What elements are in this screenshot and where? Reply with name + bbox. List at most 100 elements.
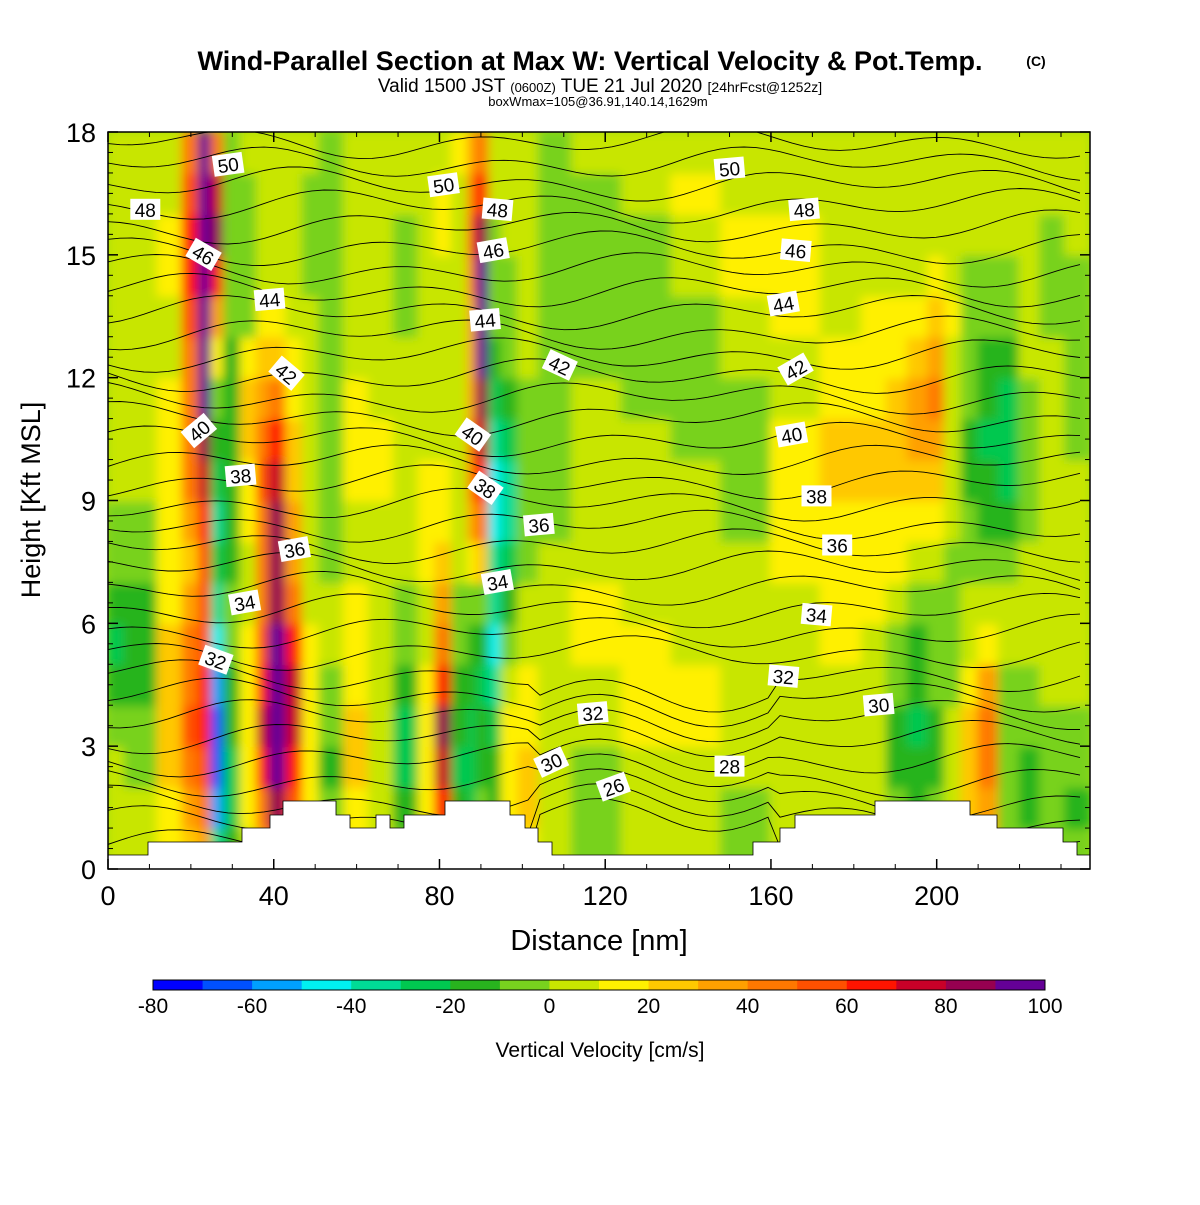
heat-cell — [343, 663, 371, 707]
heat-cell — [906, 704, 930, 748]
theta-contour — [108, 592, 1081, 629]
heat-cell — [256, 540, 271, 584]
heat-cell — [500, 663, 520, 707]
contour-label-text: 48 — [793, 200, 816, 223]
heat-cell — [537, 294, 574, 338]
heat-cell — [927, 132, 946, 174]
heat-cell — [301, 212, 321, 256]
theta-contour — [108, 209, 1081, 245]
colorbar-tick-label: -20 — [435, 995, 465, 1018]
heat-cell — [885, 212, 909, 256]
heat-cell — [285, 581, 304, 625]
colorbar-swatch — [995, 980, 1046, 990]
heat-cell — [318, 499, 346, 543]
colorbar-swatch — [450, 980, 501, 990]
heat-cell — [906, 581, 930, 625]
heat-cell — [318, 704, 346, 748]
heat-cell — [517, 335, 540, 379]
heat-cell — [885, 540, 909, 584]
heat-cell — [475, 335, 491, 379]
heat-cell — [318, 622, 346, 666]
colorbar-swatch — [499, 980, 550, 990]
heat-cell — [475, 745, 491, 789]
heat-cell — [475, 132, 491, 174]
theta-contour — [108, 487, 1081, 522]
heat-cell — [256, 376, 271, 420]
heat-cell — [1039, 376, 1067, 420]
heat-cell — [467, 581, 478, 625]
heat-cell — [343, 499, 371, 543]
heat-cell — [927, 499, 946, 543]
heat-cell — [417, 704, 437, 748]
heat-cell — [239, 704, 259, 748]
heat-cell — [571, 132, 623, 174]
heat-cell — [392, 253, 420, 297]
heat-cell — [181, 540, 201, 584]
contour-label: 42 — [541, 349, 578, 381]
heat-cell — [123, 786, 159, 830]
contour-label: 36 — [277, 536, 312, 563]
heat-cell — [285, 294, 304, 338]
contour-label-text: 32 — [772, 667, 795, 690]
chart-subtitle-2: boxWmax=105@36.91,140.14,1629m — [488, 94, 708, 109]
heat-cell — [885, 499, 909, 543]
heat-cell — [906, 663, 930, 707]
heat-cell — [997, 417, 1021, 461]
contour-label-text: 50 — [432, 175, 456, 199]
heat-cell — [223, 417, 242, 461]
heat-cell — [500, 458, 520, 502]
heat-cell — [301, 499, 321, 543]
chart-title: Wind-Parallel Section at Max W: Vertical… — [198, 46, 983, 76]
heat-cell — [997, 253, 1021, 297]
heat-cell — [318, 745, 346, 789]
heat-cell — [450, 132, 470, 174]
contour-label-text: 46 — [784, 241, 807, 264]
heat-cell — [467, 253, 478, 297]
heat-cell — [285, 253, 304, 297]
heat-cell — [861, 622, 888, 666]
heat-cell — [1039, 581, 1067, 625]
heat-cell — [620, 253, 673, 297]
heat-cell — [517, 704, 540, 748]
heat-cell — [720, 540, 772, 584]
heat-cell — [417, 581, 437, 625]
heat-cell — [943, 132, 963, 174]
colorbar-tick-label: -80 — [138, 995, 168, 1018]
contour-label: 44 — [766, 290, 800, 318]
colorbar-swatch — [846, 980, 897, 990]
heat-cell — [906, 622, 930, 666]
heat-cell — [108, 171, 126, 215]
heat-cell — [343, 253, 371, 297]
theta-contour — [108, 252, 1081, 288]
heat-cell — [417, 745, 437, 789]
heat-cell — [943, 171, 963, 215]
x-tick-label: 80 — [424, 881, 454, 911]
heat-cell — [500, 253, 520, 297]
heat-cell — [343, 581, 371, 625]
heat-cell — [123, 376, 159, 420]
heat-cell — [885, 745, 909, 789]
heat-cell — [977, 540, 1000, 584]
theta-contour — [108, 659, 1081, 713]
heat-cell — [620, 622, 673, 666]
contour-label-text: 34 — [233, 592, 258, 616]
heat-cell — [943, 376, 963, 420]
heat-cell — [392, 294, 420, 338]
heat-cell — [960, 253, 980, 297]
heat-cell — [819, 171, 864, 215]
heat-cell — [239, 745, 259, 789]
heat-cell — [977, 704, 1000, 748]
heat-cell — [368, 458, 395, 502]
heat-cell — [392, 417, 420, 461]
heat-cell — [368, 294, 395, 338]
colorbar-swatch — [351, 980, 402, 990]
heat-cell — [123, 212, 159, 256]
colorbar-tick-label: 80 — [934, 995, 957, 1018]
contour-label-text: 38 — [229, 466, 252, 489]
colorbar-tick-label: 60 — [835, 995, 858, 1018]
heat-cell — [268, 622, 288, 666]
contour-label: 34 — [228, 589, 262, 617]
contour-label: 30 — [533, 746, 570, 778]
heat-cell — [571, 540, 623, 584]
heat-cell — [943, 622, 963, 666]
